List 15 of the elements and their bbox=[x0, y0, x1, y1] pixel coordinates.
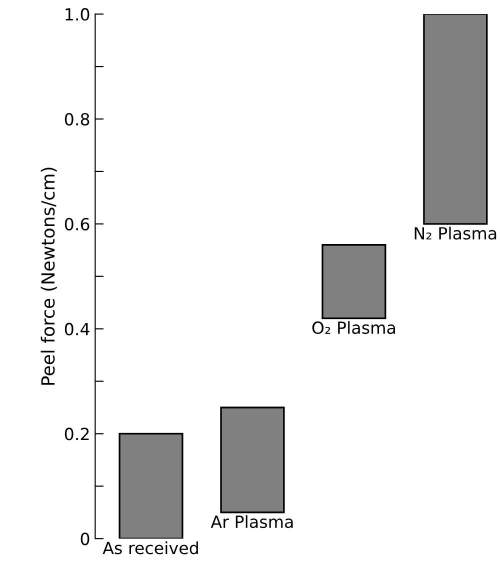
y-tick-label: 0.4 bbox=[64, 322, 90, 336]
bar bbox=[322, 244, 386, 320]
y-tick-label: 0.6 bbox=[64, 218, 90, 230]
annotation: N₂ Plasma bbox=[414, 226, 496, 240]
annotation: As received bbox=[102, 541, 198, 554]
bar bbox=[423, 14, 488, 225]
annotation: O₂ Plasma bbox=[312, 321, 395, 334]
bar bbox=[118, 432, 184, 539]
annotation: Ar Plasma bbox=[210, 515, 293, 528]
bar bbox=[220, 406, 285, 514]
y-tick-label: 0 bbox=[80, 532, 90, 546]
y-tick-label: 1.0 bbox=[66, 8, 90, 21]
y-tick-label: 0.2 bbox=[64, 428, 89, 440]
y-axis-title: Peel force (Newtons/cm) bbox=[40, 168, 57, 385]
y-tick-label: 0.8 bbox=[64, 112, 90, 126]
